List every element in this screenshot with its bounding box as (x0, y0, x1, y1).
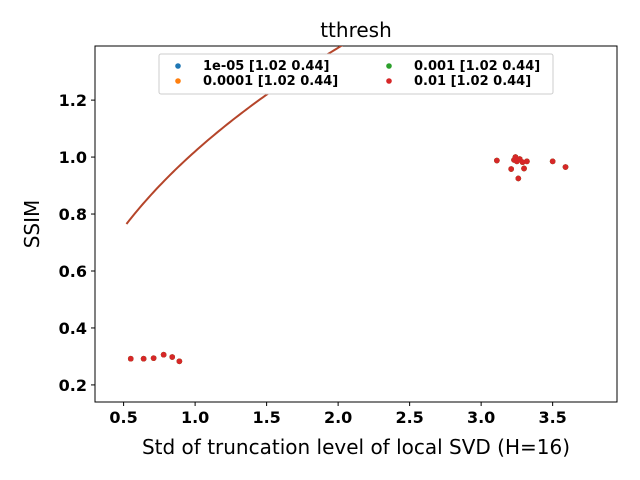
data-point-series-4 (508, 166, 514, 172)
y-tick-label: 0.8 (59, 205, 87, 224)
legend-marker-3 (386, 63, 392, 69)
data-point-series-4 (494, 157, 500, 164)
data-point-series-4 (519, 159, 526, 165)
data-point-series-4 (127, 355, 134, 362)
fit-curve-layer (125, 46, 344, 225)
legend-label-3: 0.001 [1.02 0.44] (414, 59, 540, 74)
chart-title: tthresh (320, 18, 392, 42)
x-tick-label: 1.0 (181, 408, 209, 427)
plot-area (94, 45, 618, 403)
y-tick-label: 0.2 (59, 376, 87, 395)
x-tick-label: 2.0 (324, 408, 352, 427)
legend-label-2: 0.0001 [1.02 0.44] (203, 74, 338, 89)
legend-label-4: 0.01 [1.02 0.44] (414, 74, 531, 89)
x-axis-label: Std of truncation level of local SVD (H=… (142, 435, 570, 459)
y-tick-label: 0.4 (59, 319, 87, 338)
legend-marker-4 (386, 78, 392, 84)
legend-label-1: 1e-05 [1.02 0.44] (203, 59, 329, 74)
data-point-series-4 (521, 165, 527, 172)
data-points-layer (127, 154, 569, 365)
y-axis-label: SSIM (20, 200, 44, 249)
data-point-series-4 (140, 355, 147, 362)
data-point-series-4 (512, 154, 519, 160)
data-point-series-4 (524, 158, 530, 165)
legend-marker-1 (175, 63, 181, 69)
y-axis: 0.2 0.4 0.6 0.8 1.0 1.2 (59, 91, 95, 395)
data-point-series-4 (549, 158, 556, 165)
x-tick-label: 2.5 (395, 408, 423, 427)
data-point-series-4 (160, 351, 167, 358)
legend-box (158, 53, 554, 95)
data-point-series-4 (150, 355, 157, 361)
x-tick-label: 3.0 (467, 408, 495, 427)
y-tick-label: 0.6 (59, 262, 87, 281)
data-point-series-4 (562, 164, 569, 170)
y-tick-label: 1.2 (59, 91, 87, 110)
data-point-series-4 (515, 175, 522, 182)
data-point-series-4 (176, 358, 183, 365)
data-point-series-4 (169, 354, 176, 360)
x-axis: 0.5 1.0 1.5 2.0 2.5 3.0 3.5 (109, 402, 567, 427)
legend: 1e-05 [1.02 0.44] 0.0001 [1.02 0.44] 0.0… (158, 53, 554, 95)
x-tick-label: 3.5 (538, 408, 566, 427)
legend-marker-2 (175, 78, 181, 84)
x-tick-label: 1.5 (252, 408, 280, 427)
y-tick-label: 1.0 (59, 148, 87, 167)
x-tick-label: 0.5 (109, 408, 137, 427)
fit-curve (125, 46, 344, 225)
